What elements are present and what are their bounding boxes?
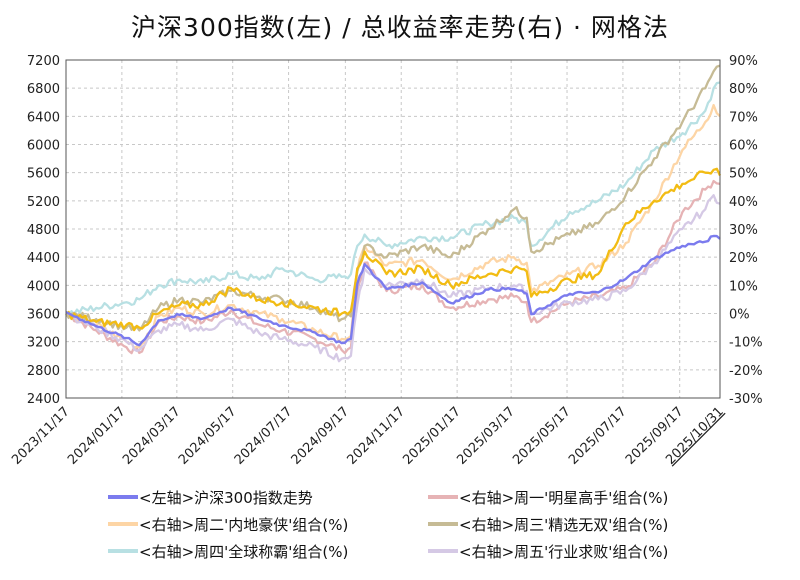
x-tick-label: 2025/07/17 [566, 404, 630, 468]
x-tick-label: 2024/09/17 [289, 404, 353, 468]
y-right-tick-label: 10% [729, 279, 758, 294]
y-left-tick-label: 2400 [27, 392, 60, 407]
y-axis-left: 2400 2800 3200 3600 4000 4400 4800 5200 5600 6000… [27, 54, 60, 407]
y-right-tick-label: 40% [729, 195, 758, 210]
x-tick-label: 2024/05/17 [176, 404, 240, 468]
y-left-tick-label: 5600 [27, 167, 60, 182]
y-left-tick-label: 6800 [27, 82, 60, 97]
legend: <左轴>沪深300指数走势 <右轴>周一'明星高手'组合(%) <右轴>周二'内地豪… [108, 489, 668, 561]
series-line-4 [65, 81, 721, 317]
y-right-tick-label: 60% [729, 139, 758, 154]
series-layer [65, 64, 722, 363]
legend-label: <右轴>周四'全球称霸'组合(%) [139, 543, 348, 561]
y-left-tick-label: 3200 [27, 336, 60, 351]
y-right-tick-label: 30% [729, 223, 758, 238]
plot-frame [65, 59, 721, 399]
series-line-0 [65, 234, 721, 347]
y-right-tick-label: 50% [729, 167, 758, 182]
x-tick-label: 2025/03/17 [454, 404, 518, 468]
y-right-tick-label: 80% [729, 82, 758, 97]
x-tick-label: 2023/11/17 [9, 404, 73, 468]
series-line-3 [65, 64, 721, 332]
y-left-tick-label: 4800 [27, 223, 60, 238]
y-right-tick-label: 90% [729, 54, 758, 69]
y-right-tick-label: 0% [729, 308, 750, 323]
y-right-tick-label: -10% [729, 336, 763, 351]
series-line-6 [65, 167, 722, 332]
y-left-tick-label: 2800 [27, 364, 60, 379]
x-tick-label: 2024/07/17 [232, 404, 296, 468]
series-line-5 [65, 194, 721, 363]
x-tick-label: 2025/05/17 [510, 404, 574, 468]
y-left-tick-label: 5200 [27, 195, 60, 210]
y-left-tick-label: 6400 [27, 110, 60, 125]
y-left-tick-label: 4400 [27, 251, 60, 266]
y-left-tick-label: 4000 [27, 279, 60, 294]
y-right-tick-label: -20% [729, 364, 763, 379]
y-left-tick-label: 6000 [27, 139, 60, 154]
legend-label: <右轴>周五'行业求败'组合(%) [459, 543, 668, 561]
chart-title: 沪深300指数(左) / 总收益率走势(右) · 网格法 [131, 13, 669, 42]
y-left-tick-label: 7200 [27, 54, 60, 69]
y-right-tick-label: 70% [729, 110, 758, 125]
x-axis: 2023/11/172024/01/172024/03/172024/05/17… [9, 404, 727, 468]
legend-label: <右轴>周二'内地豪侠'组合(%) [139, 516, 348, 534]
legend-label: <右轴>周一'明星高手'组合(%) [459, 489, 668, 507]
y-axis-right: -30% -20% -10% 0% 10% 20% 30% 40% 50% 60% 70% 80% 90… [729, 54, 763, 407]
y-right-tick-label: 20% [729, 251, 758, 266]
series-line-2 [65, 103, 721, 350]
y-right-tick-label: -30% [729, 392, 763, 407]
x-tick-label: 2024/03/17 [120, 404, 184, 468]
x-tick-label: 2024/11/17 [344, 404, 408, 468]
y-left-tick-label: 3600 [27, 308, 60, 323]
legend-label: <左轴>沪深300指数走势 [139, 489, 313, 507]
series-line-1 [65, 179, 721, 355]
x-tick-label: 2024/01/17 [65, 404, 129, 468]
legend-label: <右轴>周三'精选无双'组合(%) [459, 516, 668, 534]
